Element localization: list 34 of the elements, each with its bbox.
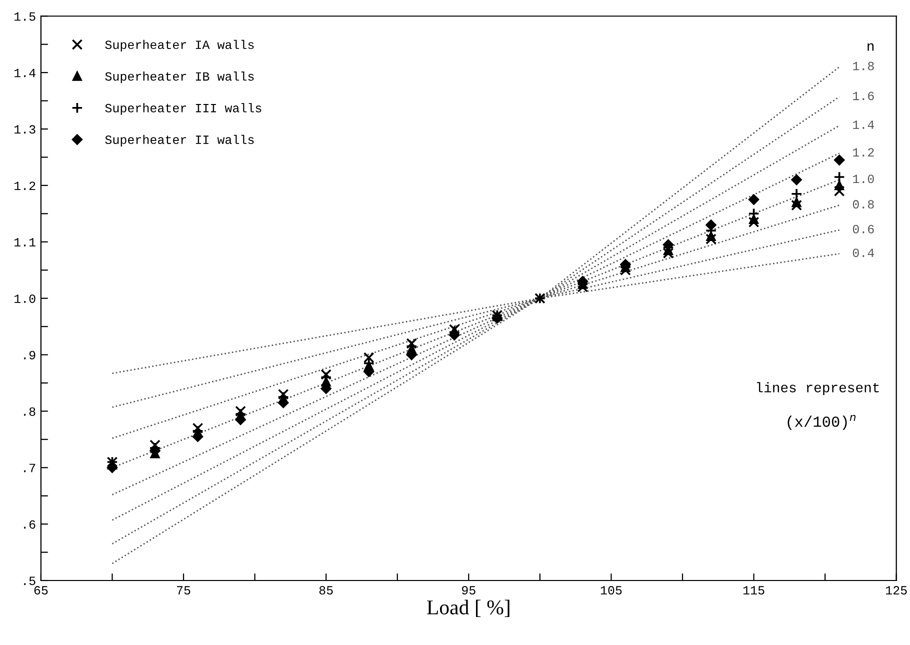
annotation: lines represent: [757, 382, 879, 396]
annotation: n: [868, 43, 874, 51]
y-tick-label: 1.4: [14, 68, 36, 78]
y-tick-label: 1.2: [14, 182, 36, 190]
x-tick-label: 75: [176, 586, 190, 595]
x-tick-label: 85: [319, 586, 333, 595]
legend-label: Superheater II walls: [105, 134, 254, 146]
series-label: 1.6: [853, 92, 874, 100]
legend-label: Superheater IB walls: [105, 72, 254, 84]
series-label: 0.6: [852, 224, 874, 234]
y-tick-label: 1.3: [14, 125, 36, 134]
x-tick-label: 105: [600, 586, 622, 595]
annotation: (x/100)$^{n}$: [788, 414, 856, 430]
y-tick-label: .7: [24, 464, 36, 472]
x-tick-label: 125: [886, 586, 907, 595]
legend-label: Superheater IA walls: [105, 40, 254, 52]
y-tick-label: 1.5: [14, 12, 36, 21]
y-tick-label: 1.1: [14, 238, 36, 246]
x-tick-label: 115: [743, 586, 764, 595]
series-label: 1.2: [853, 148, 874, 156]
series-label: 1.0: [853, 174, 874, 184]
y-tick-label: .8: [24, 407, 36, 416]
series-label: 1.4: [853, 120, 874, 129]
y-tick-label: .6: [24, 520, 36, 529]
series-label: 0.4: [852, 248, 874, 258]
series-label: 1.8: [853, 62, 874, 70]
y-tick-label: .9: [24, 350, 36, 360]
x-tick-label: 95: [462, 586, 476, 595]
x-tick-label: 65: [34, 586, 48, 595]
series-label: 0.8: [852, 200, 874, 209]
y-tick-label: .5: [24, 576, 36, 586]
y-tick-label: 1.0: [14, 294, 36, 303]
x-axis-title: Load [ %]: [427, 600, 510, 618]
legend-label: Superheater III walls: [105, 103, 262, 115]
